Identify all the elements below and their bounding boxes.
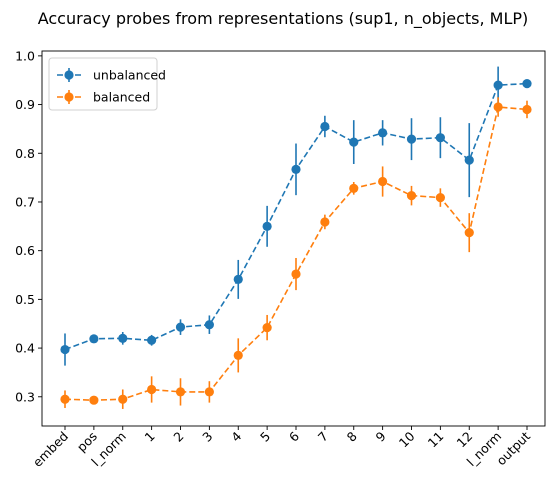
x-tick-label: 6 <box>286 428 302 444</box>
data-point <box>406 191 417 201</box>
legend-marker <box>64 70 74 80</box>
y-tick-label: 0.6 <box>15 243 35 258</box>
data-point <box>147 335 157 345</box>
data-point <box>320 121 330 132</box>
x-tick-label: 5 <box>257 429 273 445</box>
y-tick-label: 0.5 <box>15 292 35 307</box>
legend-marker <box>64 92 74 102</box>
y-tick-label: 1.0 <box>15 48 35 63</box>
data-point <box>435 133 445 143</box>
series-line <box>64 82 528 351</box>
chart-title: Accuracy probes from representations (su… <box>38 9 529 29</box>
data-point <box>60 344 70 355</box>
data-point <box>291 269 301 279</box>
data-point <box>147 384 157 395</box>
data-point <box>89 395 99 405</box>
legend-item-balanced: balanced <box>57 90 150 105</box>
series-balanced <box>60 97 532 409</box>
x-tick-label: 10 <box>396 428 418 450</box>
data-point <box>204 320 214 330</box>
x-tick-label: 11 <box>425 429 447 451</box>
data-point <box>233 274 243 285</box>
data-point <box>464 228 474 238</box>
data-point <box>349 183 359 193</box>
y-tick-label: 0.3 <box>15 389 35 404</box>
y-tick-label: 0.9 <box>15 97 35 112</box>
data-point <box>118 333 128 343</box>
data-point <box>522 104 532 115</box>
data-point <box>60 394 70 404</box>
y-tick-label: 0.8 <box>15 146 35 161</box>
data-point <box>175 322 186 332</box>
legend: unbalanced balanced <box>48 57 166 111</box>
y-tick-label: 0.7 <box>15 194 35 209</box>
data-point <box>349 137 359 147</box>
axes-frame <box>41 50 546 427</box>
data-point <box>262 221 272 231</box>
data-point <box>291 164 301 174</box>
data-point <box>493 80 503 90</box>
legend-label: unbalanced <box>93 68 166 83</box>
data-point <box>262 323 272 333</box>
data-point <box>320 217 330 227</box>
series-layer <box>60 66 532 409</box>
data-point <box>493 102 503 112</box>
x-tick-label: 1 <box>142 429 158 445</box>
x-tick-label: embed <box>30 429 71 470</box>
x-tick-label: 3 <box>199 429 215 445</box>
legend-label: balanced <box>93 90 150 105</box>
x-tick-label: 4 <box>228 428 244 444</box>
x-tick-label: 2 <box>170 429 186 445</box>
data-point <box>464 155 474 165</box>
x-tick-label: 8 <box>344 428 360 444</box>
x-tick-label: 12 <box>454 429 476 451</box>
data-point <box>89 334 99 344</box>
series-unbalanced <box>60 66 532 366</box>
data-point <box>233 350 243 360</box>
data-point <box>406 134 417 144</box>
y-tick-label: 0.4 <box>15 341 35 356</box>
x-tick-label: 7 <box>315 429 331 445</box>
data-point <box>204 387 214 397</box>
data-point <box>378 176 388 187</box>
data-point <box>435 192 445 203</box>
x-tick-label: 9 <box>373 428 389 444</box>
legend-item-unbalanced: unbalanced <box>57 68 166 83</box>
data-point <box>175 387 186 397</box>
data-point <box>378 128 388 138</box>
data-point <box>118 394 128 404</box>
data-point <box>522 79 532 89</box>
